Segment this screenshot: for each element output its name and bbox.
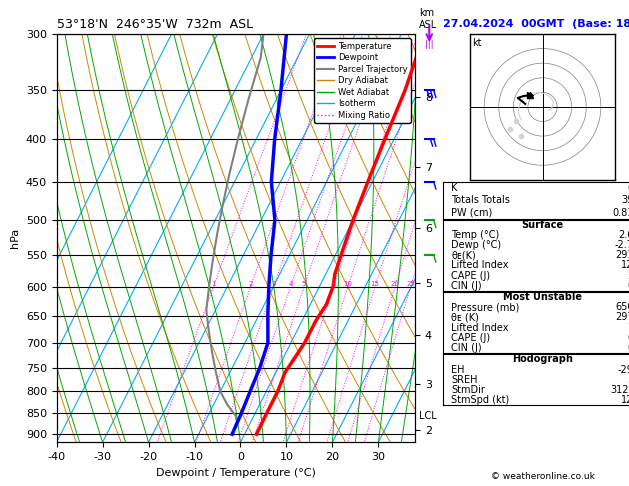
Text: 12: 12: [621, 395, 629, 405]
Text: θᴇ (K): θᴇ (K): [452, 312, 479, 322]
Text: 27.04.2024  00GMT  (Base: 18): 27.04.2024 00GMT (Base: 18): [443, 19, 629, 29]
Text: 0: 0: [628, 343, 629, 353]
Text: 0: 0: [628, 332, 629, 343]
Text: 2: 2: [248, 280, 253, 287]
Text: PW (cm): PW (cm): [452, 208, 493, 218]
Text: Dewp (°C): Dewp (°C): [452, 240, 501, 250]
Text: 53°18'N  246°35'W  732m  ASL: 53°18'N 246°35'W 732m ASL: [57, 18, 253, 32]
Text: 4: 4: [289, 280, 292, 287]
Text: SREH: SREH: [452, 375, 478, 385]
Text: 7: 7: [627, 323, 629, 332]
Y-axis label: Mixing Ratio (g/kg): Mixing Ratio (g/kg): [443, 192, 453, 284]
Text: 39: 39: [621, 195, 629, 206]
Text: 8: 8: [331, 280, 336, 287]
Text: 5: 5: [627, 375, 629, 385]
Text: Totals Totals: Totals Totals: [452, 195, 510, 206]
Text: CIN (J): CIN (J): [452, 280, 482, 291]
Text: |||: |||: [425, 39, 433, 49]
Text: Most Unstable: Most Unstable: [503, 292, 582, 302]
Legend: Temperature, Dewpoint, Parcel Trajectory, Dry Adiabat, Wet Adiabat, Isotherm, Mi: Temperature, Dewpoint, Parcel Trajectory…: [314, 38, 411, 123]
Text: Surface: Surface: [521, 220, 564, 230]
Text: EH: EH: [452, 364, 465, 375]
Text: Lifted Index: Lifted Index: [452, 260, 509, 271]
Text: 0: 0: [628, 280, 629, 291]
Text: 1: 1: [211, 280, 216, 287]
Text: 5: 5: [302, 280, 306, 287]
Text: km
ASL: km ASL: [419, 8, 437, 30]
Text: kt: kt: [472, 38, 482, 49]
Text: 15: 15: [370, 280, 379, 287]
Text: Lifted Index: Lifted Index: [452, 323, 509, 332]
Text: CAPE (J): CAPE (J): [452, 271, 491, 280]
Text: θᴇ(K): θᴇ(K): [452, 250, 476, 260]
Text: StmSpd (kt): StmSpd (kt): [452, 395, 509, 405]
Text: K: K: [452, 183, 458, 193]
Text: 12: 12: [621, 260, 629, 271]
Text: StmDir: StmDir: [452, 385, 485, 395]
Text: 0.81: 0.81: [612, 208, 629, 218]
Text: 2: 2: [627, 271, 629, 280]
Y-axis label: hPa: hPa: [10, 228, 20, 248]
Text: 2.6: 2.6: [618, 230, 629, 240]
Text: Hodograph: Hodograph: [512, 354, 573, 364]
Text: © weatheronline.co.uk: © weatheronline.co.uk: [491, 472, 594, 481]
Text: 297: 297: [615, 312, 629, 322]
Text: LCL: LCL: [419, 411, 437, 420]
Text: -2.7: -2.7: [615, 240, 629, 250]
Text: 10: 10: [343, 280, 352, 287]
Text: 25: 25: [406, 280, 415, 287]
Text: CIN (J): CIN (J): [452, 343, 482, 353]
Text: 6: 6: [628, 183, 629, 193]
Text: 650: 650: [615, 302, 629, 312]
Text: 291: 291: [615, 250, 629, 260]
Text: Temp (°C): Temp (°C): [452, 230, 499, 240]
Text: Pressure (mb): Pressure (mb): [452, 302, 520, 312]
Text: CAPE (J): CAPE (J): [452, 332, 491, 343]
Text: -29: -29: [618, 364, 629, 375]
Text: 3: 3: [271, 280, 276, 287]
Text: 312°: 312°: [610, 385, 629, 395]
X-axis label: Dewpoint / Temperature (°C): Dewpoint / Temperature (°C): [156, 468, 316, 478]
Text: 20: 20: [391, 280, 399, 287]
